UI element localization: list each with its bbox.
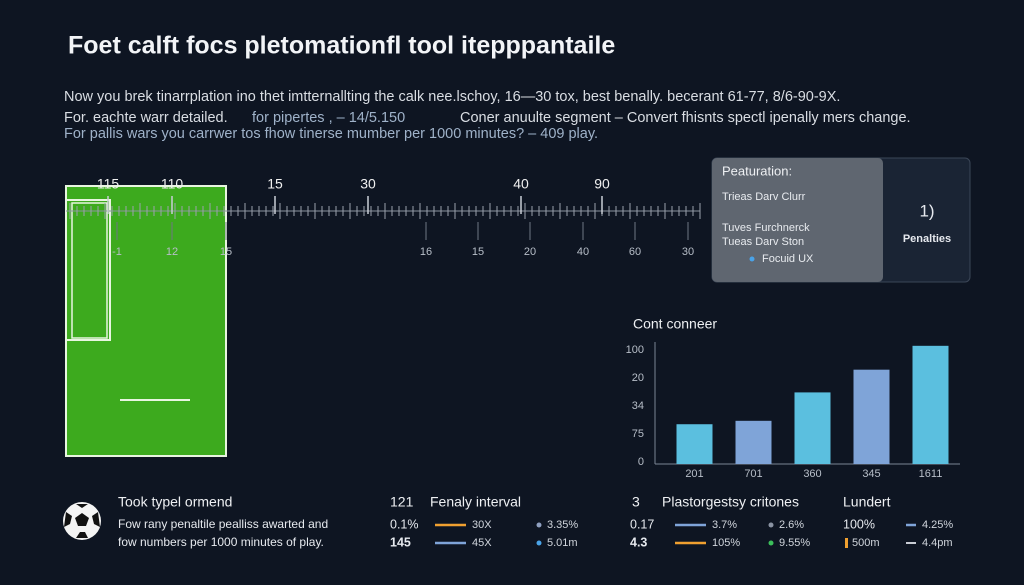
page-title: Foet calft focs pletomationfl tool itepp…: [68, 32, 615, 60]
stat-heading: Fenaly interval: [430, 494, 521, 510]
stat-value: 30X: [472, 519, 492, 531]
stat-value: 4.25%: [922, 519, 953, 531]
stat-value: 9.55%: [779, 537, 810, 549]
bar-chart-title: Cont conneer: [633, 316, 717, 332]
stat-dot: [536, 540, 542, 546]
stat-value: 100%: [843, 517, 875, 531]
ruler-label: 40: [513, 176, 529, 192]
panel-left: [712, 158, 883, 282]
x-tick-label: 701: [744, 468, 762, 480]
stat-num: 121: [390, 494, 414, 510]
ruler-label: 30: [360, 176, 376, 192]
penalty-box: [65, 199, 111, 341]
pitch: [65, 185, 227, 457]
ruler-label: 60: [629, 246, 641, 258]
ruler-label: 30: [682, 246, 694, 258]
bar: [735, 420, 772, 464]
stat-heading: Plastorgestsy critones: [662, 494, 799, 510]
goal-box: [71, 202, 108, 339]
y-tick-label: 75: [632, 428, 644, 440]
ruler-label: -1: [112, 246, 122, 258]
stat-value: 2.6%: [779, 519, 804, 531]
stat-value: 4.4pm: [922, 537, 953, 549]
stat-value: 45X: [472, 537, 492, 549]
ruler-label: 40: [577, 246, 589, 258]
footer-text: fow numbers per 1000 minutes of play.: [118, 535, 324, 549]
ball-icon: [63, 502, 101, 540]
stat-num: 3: [632, 494, 640, 510]
stat-value: 3.35%: [547, 519, 578, 531]
panel-badge-label: Penalties: [903, 233, 951, 245]
ruler-label: 12: [166, 246, 178, 258]
x-tick-label: 201: [685, 468, 703, 480]
ruler-label: 15: [220, 246, 232, 258]
panel-title: Peaturation:: [722, 163, 792, 178]
ruler-label: 90: [594, 176, 610, 192]
panel-dot: [749, 256, 755, 262]
stat-dot: [768, 540, 774, 546]
pitch-field: [65, 185, 227, 457]
legend-panel: Peaturation: Trieas Darv Clurr Tuves Fur…: [711, 157, 971, 283]
stat-value: 105%: [712, 537, 740, 549]
panel-item: Tueas Darv Ston: [722, 236, 804, 248]
footer-text: Fow rany penaltile pealliss awarted and: [118, 517, 328, 531]
y-tick-label: 20: [632, 372, 644, 384]
bar: [912, 345, 949, 464]
ruler-label: 15: [267, 176, 283, 192]
intro-line: For pallis wars you carrwer tos fhow tin…: [64, 126, 598, 142]
intro-line: Now you brek tinarrplation ino thet imtt…: [64, 89, 840, 105]
stat-value: 3.7%: [712, 519, 737, 531]
stat-value: 5.01m: [547, 537, 578, 549]
x-tick-label: 1611: [919, 468, 943, 480]
panel-item: Trieas Darv Clurr: [722, 191, 806, 203]
stat-value: 0.17: [630, 517, 654, 531]
stat-dot: [768, 522, 774, 528]
footer: Took typel ormend Fow rany penaltile pea…: [63, 494, 953, 549]
panel-item: Focuid UX: [762, 253, 814, 265]
stat-value: 0.1%: [390, 517, 419, 531]
footer-heading: Took typel ormend: [118, 494, 232, 510]
stat-value: 500m: [852, 537, 880, 549]
panel-badge: 1): [919, 201, 934, 220]
stat-value: 145: [390, 535, 411, 549]
ruler-label: 20: [524, 246, 536, 258]
ruler-label: 15: [472, 246, 484, 258]
intro-line: For. eachte warr detailed.: [64, 110, 228, 126]
panel-item: Tuves Furchnerck: [722, 222, 810, 234]
x-tick-label: 345: [862, 468, 880, 480]
ball-patch: [75, 513, 89, 526]
bar: [794, 392, 831, 464]
ruler-label: 115: [97, 176, 120, 192]
stat-value: 4.3: [630, 535, 647, 549]
ruler-label: 110: [161, 176, 184, 192]
y-tick-label: 100: [626, 344, 644, 356]
bar: [676, 424, 713, 464]
bar-chart: Cont conneer 100 20 34 75 0 201 701 360 345 1611: [626, 316, 960, 480]
intro-line: Coner anuulte segment – Convert fhisnts …: [460, 110, 911, 126]
x-tick-label: 360: [803, 468, 821, 480]
bar: [853, 369, 890, 464]
y-tick-label: 0: [638, 456, 644, 468]
timeline-ruler: 115 110 15 30 40 90 -1 12 15 16 15 20 40 60 30: [66, 176, 701, 258]
intro-line: for pipertes , – 14/5.150: [252, 110, 405, 126]
y-tick-label: 34: [632, 400, 644, 412]
stat-marker: [845, 538, 848, 548]
ruler-label: 16: [420, 246, 432, 258]
stat-dot: [536, 522, 542, 528]
stat-heading: Lundert: [843, 494, 891, 510]
